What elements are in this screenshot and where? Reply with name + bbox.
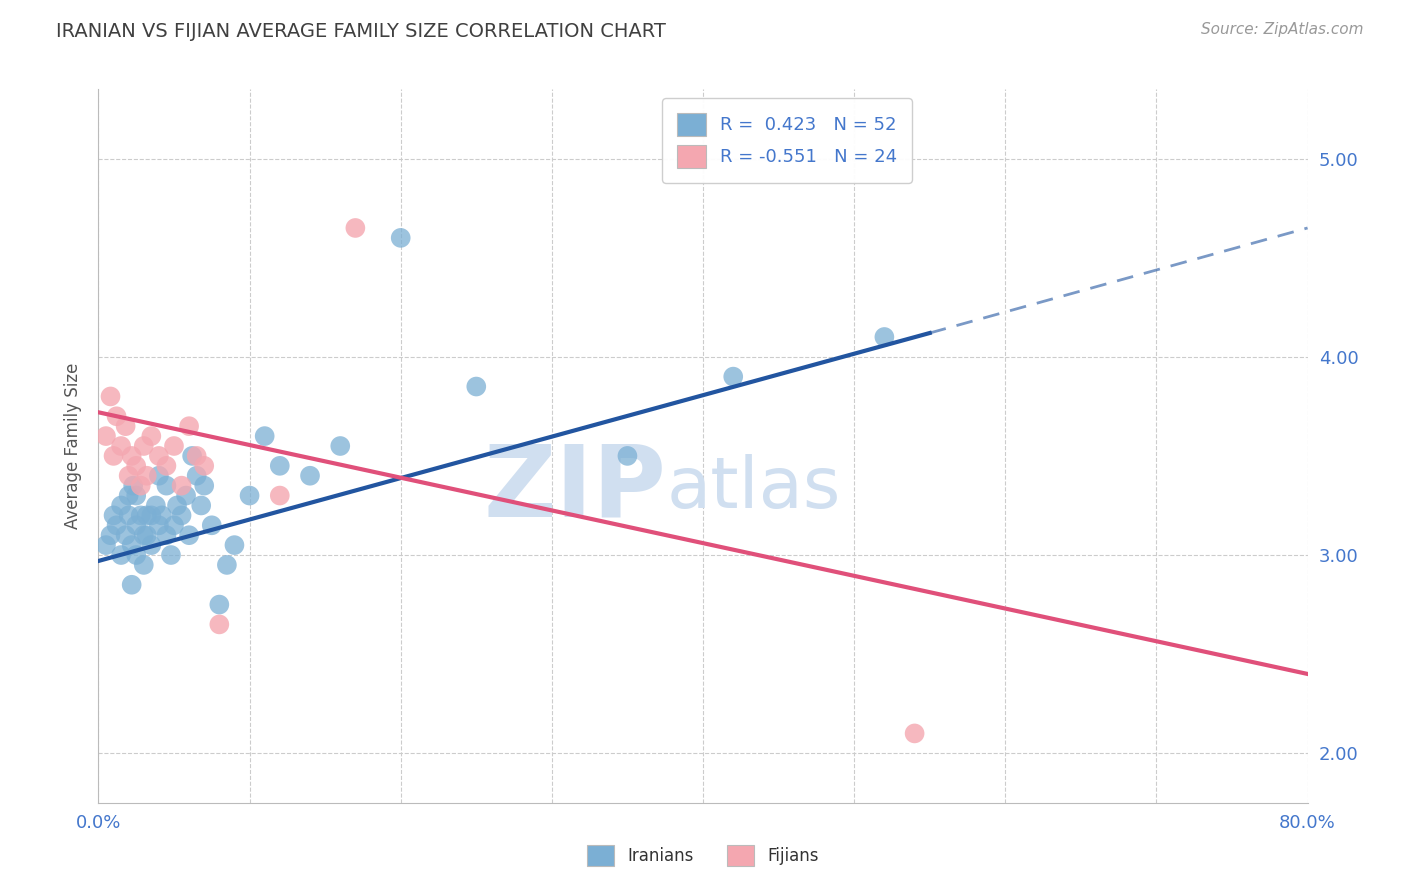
Point xyxy=(100,528,122,542)
Point xyxy=(145,499,167,513)
Point xyxy=(148,468,170,483)
Point xyxy=(224,538,246,552)
Point xyxy=(150,508,173,523)
Point xyxy=(121,538,143,552)
Point xyxy=(114,528,136,542)
Point xyxy=(179,419,201,434)
Point xyxy=(110,548,132,562)
Point xyxy=(174,489,197,503)
Point xyxy=(904,726,927,740)
Point xyxy=(253,429,276,443)
Point xyxy=(118,508,141,523)
Point xyxy=(132,558,155,572)
Point xyxy=(155,458,177,473)
Point xyxy=(389,231,412,245)
Point xyxy=(100,389,122,403)
Point xyxy=(132,528,155,542)
Point xyxy=(201,518,224,533)
Point xyxy=(465,379,488,393)
Text: atlas: atlas xyxy=(666,454,841,524)
Point xyxy=(344,221,367,235)
Point xyxy=(125,489,148,503)
Point xyxy=(148,518,170,533)
Point xyxy=(114,419,136,434)
Point xyxy=(94,429,117,443)
Point xyxy=(179,528,201,542)
Point xyxy=(170,478,193,492)
Point xyxy=(193,478,215,492)
Point xyxy=(215,558,238,572)
Point xyxy=(118,489,141,503)
Point xyxy=(155,478,177,492)
Point xyxy=(125,458,148,473)
Point xyxy=(155,528,177,542)
Point xyxy=(125,518,148,533)
Point xyxy=(103,508,125,523)
Point xyxy=(616,449,638,463)
Point xyxy=(94,538,117,552)
Text: Source: ZipAtlas.com: Source: ZipAtlas.com xyxy=(1201,22,1364,37)
Point xyxy=(135,468,157,483)
Point xyxy=(132,439,155,453)
Point xyxy=(148,449,170,463)
Point xyxy=(193,458,215,473)
Point xyxy=(181,449,204,463)
Point xyxy=(208,617,231,632)
Point xyxy=(129,478,152,492)
Point xyxy=(190,499,212,513)
Y-axis label: Average Family Size: Average Family Size xyxy=(65,363,83,529)
Point xyxy=(135,508,157,523)
Text: IRANIAN VS FIJIAN AVERAGE FAMILY SIZE CORRELATION CHART: IRANIAN VS FIJIAN AVERAGE FAMILY SIZE CO… xyxy=(56,22,666,41)
Point xyxy=(129,508,152,523)
Point xyxy=(141,538,163,552)
Point xyxy=(135,528,157,542)
Point xyxy=(208,598,231,612)
Point xyxy=(141,508,163,523)
Point xyxy=(873,330,896,344)
Point xyxy=(163,439,186,453)
Text: ZIP: ZIP xyxy=(484,441,666,537)
Point xyxy=(186,449,208,463)
Point xyxy=(125,548,148,562)
Point xyxy=(110,439,132,453)
Point xyxy=(160,548,183,562)
Point xyxy=(121,578,143,592)
Point xyxy=(269,489,291,503)
Point xyxy=(299,468,322,483)
Point xyxy=(163,518,186,533)
Point xyxy=(105,409,128,424)
Point xyxy=(122,478,145,492)
Point xyxy=(329,439,352,453)
Point xyxy=(141,429,163,443)
Point xyxy=(239,489,262,503)
Point xyxy=(186,468,208,483)
Point xyxy=(105,518,128,533)
Point xyxy=(121,449,143,463)
Point xyxy=(166,499,188,513)
Point xyxy=(269,458,291,473)
Legend: Iranians, Fijians: Iranians, Fijians xyxy=(581,838,825,873)
Point xyxy=(103,449,125,463)
Point xyxy=(110,499,132,513)
Point xyxy=(118,468,141,483)
Point xyxy=(723,369,745,384)
Point xyxy=(170,508,193,523)
